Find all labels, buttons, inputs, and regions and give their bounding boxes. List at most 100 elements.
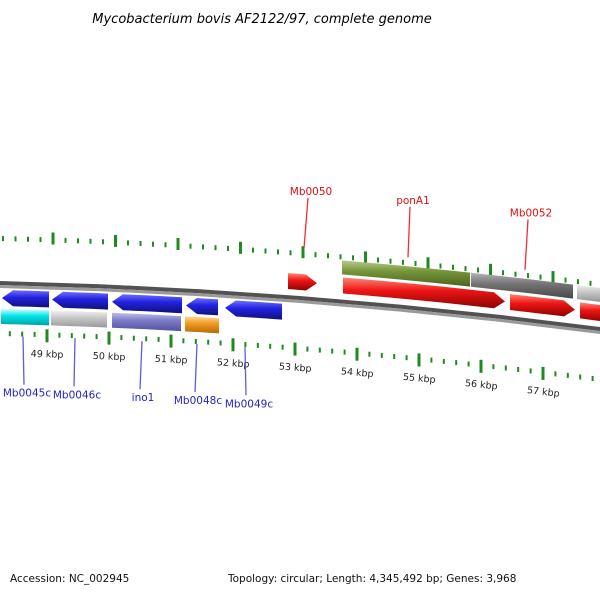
lower-ruler-major-tick [293,342,297,356]
leader-line-Mb0049c [244,347,247,396]
gene-blue-reverse_tier1-1[interactable] [52,291,108,310]
upper-ruler-minor-tick [252,247,254,253]
lower-ruler-minor-tick [8,331,11,337]
ruler-label-49-kbp: 49 kbp [31,349,64,361]
gene-label-Mb0045c[interactable]: Mb0045c [3,388,51,400]
gene-blue-reverse_tier1-3[interactable] [186,298,218,316]
upper-ruler-minor-tick [477,267,479,273]
lower-ruler-minor-tick [331,348,334,354]
gene-label-Mb0048c[interactable]: Mb0048c [174,395,222,407]
upper-ruler-minor-tick [464,266,467,272]
upper-ruler-minor-tick [527,273,529,279]
leader-line-ponA1 [407,206,411,258]
lower-ruler-major-tick [417,353,421,367]
lower-ruler-minor-tick [579,374,582,380]
upper-ruler-minor-tick [589,280,592,286]
gene-label-Mb0049c[interactable]: Mb0049c [225,398,273,410]
gene-label-Mb0050[interactable]: Mb0050 [290,186,332,198]
upper-ruler-minor-tick [414,261,417,266]
gene-red-forward_tier1-3[interactable] [580,302,600,321]
gene-Mb0052[interactable] [471,272,573,299]
lower-ruler-minor-tick [21,331,24,337]
upper-ruler-minor-tick [164,242,167,248]
leader-line-Mb0048c [194,343,198,393]
lower-ruler-minor-tick [157,336,160,342]
ruler-label-54-kbp: 54 kbp [340,366,374,380]
lower-ruler-major-tick [45,329,49,343]
upper-ruler-minor-tick [227,245,229,251]
lower-ruler-minor-tick [219,340,222,346]
ruler-label-51-kbp: 51 kbp [155,354,188,367]
upper-ruler-minor-tick [314,252,317,258]
gene-label-ino1[interactable]: ino1 [132,392,155,404]
lower-ruler-major-tick [541,366,545,380]
lower-ruler-minor-tick [145,336,148,342]
upper-ruler-minor-tick [102,239,104,245]
upper-ruler-minor-tick [264,248,267,254]
gene-label-ponA1[interactable]: ponA1 [396,195,430,207]
ruler-label-52-kbp: 52 kbp [217,357,250,370]
upper-ruler-minor-tick [152,241,154,247]
upper-ruler-major-tick [301,246,305,259]
upper-ruler-minor-tick [127,240,129,246]
upper-ruler-minor-tick [202,244,204,250]
gene-ino1[interactable] [112,312,181,332]
lower-ruler-minor-tick [269,343,272,349]
upper-ruler-minor-tick [377,257,379,263]
upper-ruler-minor-tick [502,270,504,276]
leader-line-Mb0046c [73,338,76,387]
upper-ruler-major-tick [239,241,242,254]
upper-ruler-major-tick [51,232,55,245]
ruler-label-50-kbp: 50 kbp [93,351,126,363]
footer-accession: Accession: NC_002945 [10,573,130,585]
lower-ruler-minor-tick [467,361,470,367]
leader-line-Mb0052 [524,219,529,270]
lower-ruler-minor-tick [380,352,383,358]
upper-ruler-minor-tick [289,250,292,256]
lower-ruler-major-tick [479,359,483,373]
lower-ruler-minor-tick [70,333,73,339]
gene-Mb0046c[interactable] [51,310,107,328]
upper-ruler-minor-tick [89,238,92,244]
upper-ruler-major-tick [551,271,555,284]
lower-ruler-minor-tick [430,357,433,363]
gene-red-forward_tier1-1[interactable] [343,277,505,309]
upper-ruler-minor-tick [439,263,442,269]
lower-ruler-minor-tick [554,371,557,377]
gene-Mb0045c[interactable] [1,309,49,326]
ruler-label-57-kbp: 57 kbp [526,385,560,400]
gene-Mb0050[interactable] [288,273,317,291]
gene-red-forward_tier1-2[interactable] [510,294,575,317]
upper-ruler-minor-tick [139,241,142,246]
lower-ruler-minor-tick [120,335,123,341]
upper-ruler-minor-tick [214,245,217,251]
lower-ruler-minor-tick [343,349,346,355]
upper-ruler-minor-tick [402,259,404,265]
gene-label-Mb0046c[interactable]: Mb0046c [53,389,101,401]
upper-ruler-minor-tick [189,243,192,249]
lower-ruler-minor-tick [442,358,445,364]
upper-ruler-minor-tick [339,254,342,260]
gene-lightgray-forward_tier2-2[interactable] [577,285,600,302]
lower-ruler-minor-tick [318,347,321,353]
gene-Mb0049c[interactable] [225,300,282,320]
lower-ruler-minor-tick [132,335,135,341]
lower-ruler-minor-tick [281,344,284,350]
lower-ruler-minor-tick [591,376,594,381]
lower-ruler-major-tick [231,338,235,352]
ruler-label-53-kbp: 53 kbp [278,361,311,374]
gene-blue-reverse_tier1-2[interactable] [112,294,182,314]
lower-ruler-minor-tick [368,351,371,357]
lower-ruler-minor-tick [256,342,259,348]
gene-blue-reverse_tier1-0[interactable] [2,290,49,308]
gene-Mb0048c[interactable] [185,316,219,334]
upper-ruler-major-tick [489,263,492,276]
gene-ponA1[interactable] [342,260,470,287]
upper-ruler-minor-tick [39,237,42,243]
lower-ruler-minor-tick [455,360,458,366]
gene-label-Mb0052[interactable]: Mb0052 [510,208,552,220]
lower-ruler-minor-tick [58,332,61,338]
leader-line-Mb0050 [303,197,309,249]
